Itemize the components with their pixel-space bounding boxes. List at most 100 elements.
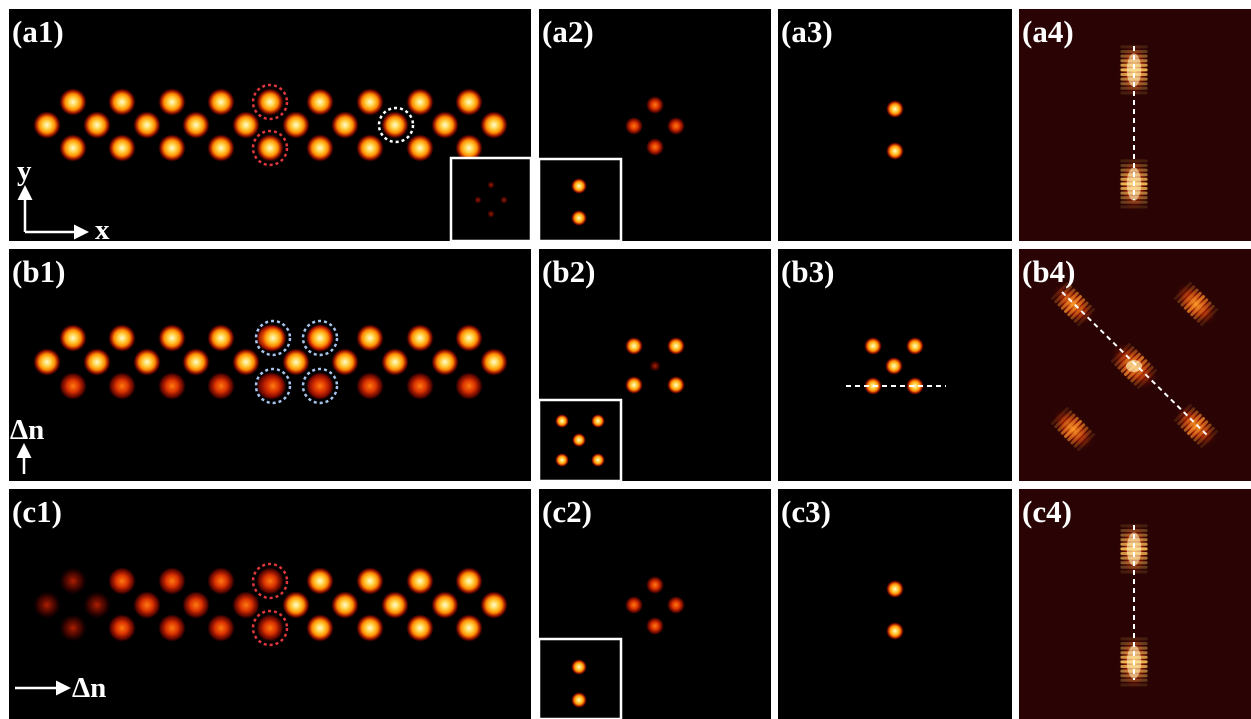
intensity-spot xyxy=(406,372,434,400)
intensity-spot xyxy=(885,357,903,375)
intensity-spot xyxy=(306,134,334,162)
intensity-spot xyxy=(331,111,359,139)
dashed-circle xyxy=(251,129,289,167)
intensity-spot xyxy=(886,142,904,160)
intensity-spot xyxy=(158,614,186,642)
intensity-spot xyxy=(886,580,904,598)
intensity-spot xyxy=(182,111,210,139)
intensity-spot xyxy=(649,360,661,372)
intensity-spot xyxy=(108,372,136,400)
panel-c3 xyxy=(778,489,1012,719)
intensity-spot xyxy=(625,117,643,135)
fringe-pattern xyxy=(1051,407,1095,451)
inset-b2 xyxy=(537,398,623,483)
intensity-spot xyxy=(667,337,685,355)
intensity-spot xyxy=(182,348,210,376)
intensity-spot xyxy=(480,591,508,619)
intensity-spot xyxy=(83,348,111,376)
intensity-spot xyxy=(108,614,136,642)
intensity-spot xyxy=(431,591,459,619)
intensity-spot xyxy=(83,111,111,139)
intensity-spot xyxy=(306,614,334,642)
intensity-spot xyxy=(356,614,384,642)
delta-n-label: Δn xyxy=(72,672,106,704)
panel-label-b1: (b1) xyxy=(12,254,65,289)
intensity-spot xyxy=(886,100,904,118)
intensity-spot xyxy=(182,591,210,619)
intensity-spot xyxy=(406,614,434,642)
x-axis-label: x xyxy=(95,214,110,246)
intensity-spot xyxy=(381,348,409,376)
intensity-spot xyxy=(59,324,87,352)
intensity-spot xyxy=(207,324,235,352)
intensity-spot xyxy=(667,117,685,135)
intensity-spot xyxy=(207,88,235,116)
dashed-circle xyxy=(251,83,289,121)
intensity-spot xyxy=(455,614,483,642)
dashed-circle xyxy=(251,562,289,600)
intensity-spot xyxy=(356,134,384,162)
intensity-spot xyxy=(480,348,508,376)
intensity-spot xyxy=(207,134,235,162)
intensity-spot xyxy=(108,134,136,162)
dashed-circle xyxy=(254,367,292,405)
intensity-spot xyxy=(33,591,61,619)
inset-a1 xyxy=(449,156,533,243)
intensity-spot xyxy=(625,376,643,394)
intensity-spot xyxy=(864,337,882,355)
dashed-circle xyxy=(377,106,415,144)
intensity-spot xyxy=(571,178,587,194)
intensity-spot xyxy=(431,111,459,139)
dashed-circle xyxy=(254,319,292,357)
panel-label-b2: (b2) xyxy=(542,254,595,289)
dashed-line xyxy=(1061,291,1209,437)
intensity-spot xyxy=(455,372,483,400)
intensity-spot xyxy=(256,134,284,162)
panel-label-b4: (b4) xyxy=(1022,254,1075,289)
intensity-spot xyxy=(59,614,87,642)
intensity-spot xyxy=(474,196,482,204)
intensity-spot xyxy=(133,348,161,376)
intensity-spot xyxy=(555,453,569,467)
intensity-spot xyxy=(256,614,284,642)
intensity-spot xyxy=(906,337,924,355)
intensity-spot xyxy=(480,111,508,139)
intensity-spot xyxy=(133,591,161,619)
intensity-spot xyxy=(572,433,586,447)
intensity-spot xyxy=(158,567,186,595)
intensity-spot xyxy=(108,567,136,595)
intensity-spot xyxy=(83,591,111,619)
intensity-spot xyxy=(667,596,685,614)
intensity-spot xyxy=(356,567,384,595)
panel-label-c2: (c2) xyxy=(542,494,592,529)
intensity-spot xyxy=(256,88,284,116)
intensity-spot xyxy=(59,372,87,400)
intensity-spot xyxy=(306,567,334,595)
intensity-spot xyxy=(59,567,87,595)
panel-label-c4: (c4) xyxy=(1022,494,1072,529)
intensity-spot xyxy=(59,134,87,162)
panel-label-c3: (c3) xyxy=(781,494,831,529)
intensity-spot xyxy=(306,88,334,116)
intensity-spot xyxy=(455,88,483,116)
intensity-spot xyxy=(571,210,587,226)
intensity-spot xyxy=(158,372,186,400)
intensity-spot xyxy=(33,111,61,139)
y-axis-label: y xyxy=(17,155,32,187)
intensity-spot xyxy=(625,596,643,614)
intensity-spot xyxy=(406,324,434,352)
delta-n-label: Δn xyxy=(10,414,44,446)
panel-a3 xyxy=(778,9,1012,241)
intensity-spot xyxy=(356,372,384,400)
intensity-spot xyxy=(906,377,924,395)
intensity-spot xyxy=(158,134,186,162)
intensity-spot xyxy=(331,591,359,619)
intensity-spot xyxy=(381,591,409,619)
intensity-spot xyxy=(487,181,495,189)
fringe-pattern xyxy=(1174,282,1218,326)
intensity-spot xyxy=(306,372,334,400)
panel-label-a1: (a1) xyxy=(12,14,64,49)
intensity-spot xyxy=(158,324,186,352)
intensity-spot xyxy=(356,88,384,116)
